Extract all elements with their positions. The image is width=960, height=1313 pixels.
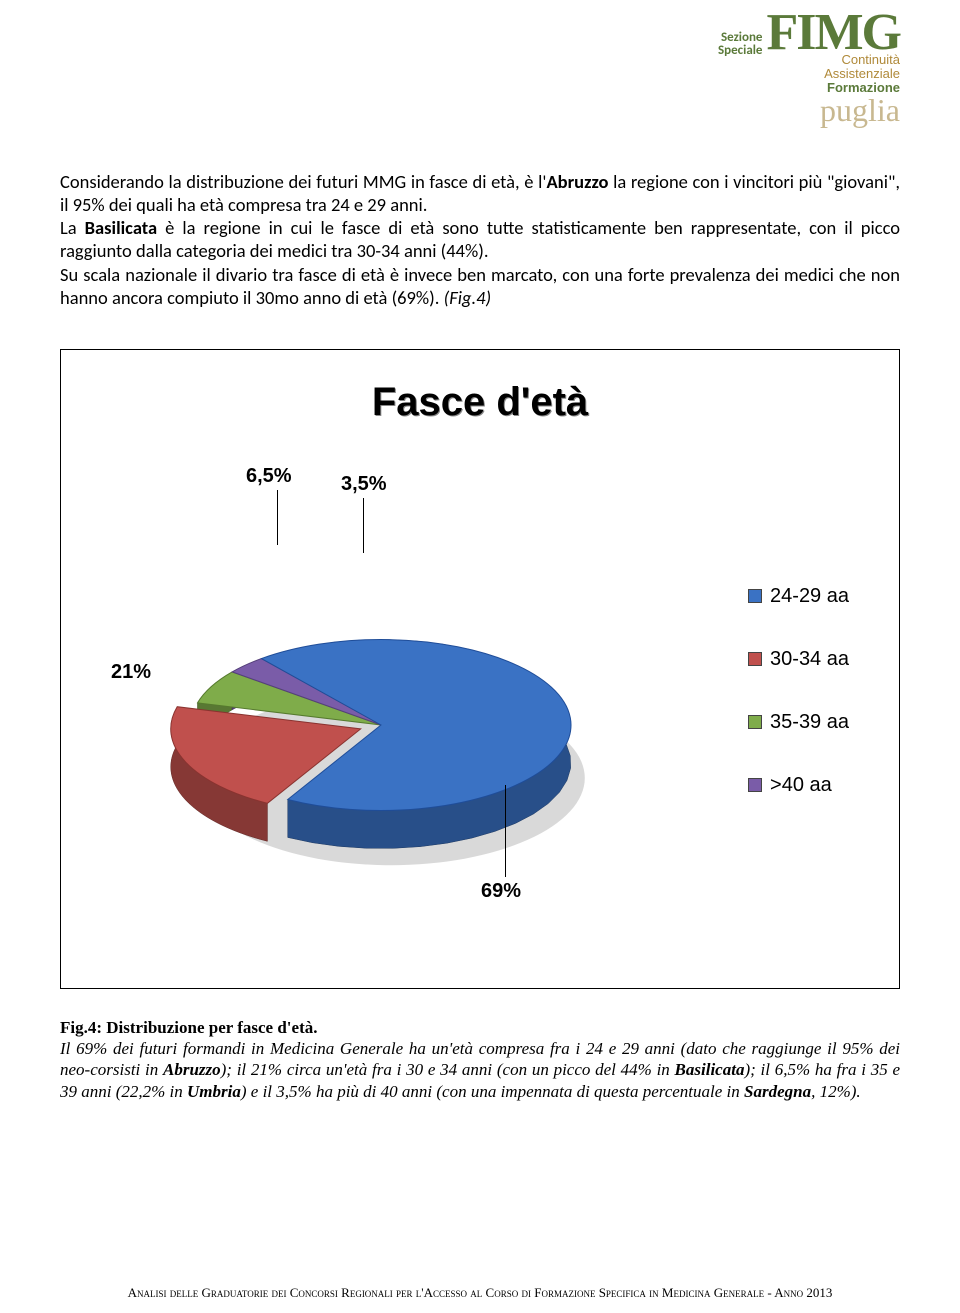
para-2a: La xyxy=(60,216,85,239)
leader-line xyxy=(505,785,506,877)
place-abruzzo: Abruzzo xyxy=(546,170,608,193)
caption-text: ); il 21% circa un'età fra i 30 e 34 ann… xyxy=(221,1060,675,1079)
legend-item: 24-29 aa xyxy=(748,585,849,608)
slice-label-gt40: 3,5% xyxy=(341,473,387,496)
chart-legend: 24-29 aa 30-34 aa 35-39 aa >40 aa xyxy=(748,585,849,837)
chart-title: Fasce d'età xyxy=(81,380,879,425)
legend-label: 35-39 aa xyxy=(770,711,849,734)
caption-place-umbria: Umbria xyxy=(187,1082,241,1101)
legend-label: >40 aa xyxy=(770,774,832,797)
legend-item: >40 aa xyxy=(748,774,849,797)
place-basilicata: Basilicata xyxy=(85,216,157,239)
leader-line xyxy=(277,490,278,545)
legend-item: 35-39 aa xyxy=(748,711,849,734)
slice-label-24-29: 69% xyxy=(481,880,521,903)
legend-label: 24-29 aa xyxy=(770,585,849,608)
figure-caption: Fig.4: Distribuzione per fasce d'età. Il… xyxy=(60,1017,900,1102)
caption-title: Fig.4: Distribuzione per fasce d'età. xyxy=(60,1018,317,1037)
logo-main: FIMG xyxy=(766,10,900,57)
caption-place-abruzzo: Abruzzo xyxy=(163,1060,221,1079)
header-logo: Sezione Speciale FIMG Continuità Assiste… xyxy=(718,10,900,129)
caption-place-basilicata: Basilicata xyxy=(675,1060,745,1079)
logo-sezione: Sezione Speciale xyxy=(718,31,762,57)
caption-text: , 12%). xyxy=(811,1082,861,1101)
para-1a: Considerando la distribuzione dei futuri… xyxy=(60,170,546,193)
page-footer: Analisi delle Graduatorie dei Concorsi R… xyxy=(0,1285,960,1301)
pie-chart xyxy=(141,535,621,940)
leader-line xyxy=(363,498,364,553)
legend-swatch xyxy=(748,589,762,603)
caption-place-sardegna: Sardegna xyxy=(744,1082,811,1101)
body-paragraphs: Considerando la distribuzione dei futuri… xyxy=(60,170,900,309)
legend-swatch xyxy=(748,652,762,666)
legend-label: 30-34 aa xyxy=(770,648,849,671)
logo-region: puglia xyxy=(718,92,900,129)
slice-label-30-34: 21% xyxy=(111,661,151,684)
legend-swatch xyxy=(748,778,762,792)
legend-swatch xyxy=(748,715,762,729)
caption-text: ) e il 3,5% ha più di 40 anni (con una i… xyxy=(241,1082,744,1101)
legend-item: 30-34 aa xyxy=(748,648,849,671)
para-2c: è la regione in cui le fasce di età sono… xyxy=(60,216,900,262)
fig-ref: (Fig.4) xyxy=(444,286,492,309)
slice-label-35-39: 6,5% xyxy=(246,465,292,488)
chart-container: Fasce d'età 6,5% 3,5% 21% 69% 24-29 aa xyxy=(60,349,900,989)
